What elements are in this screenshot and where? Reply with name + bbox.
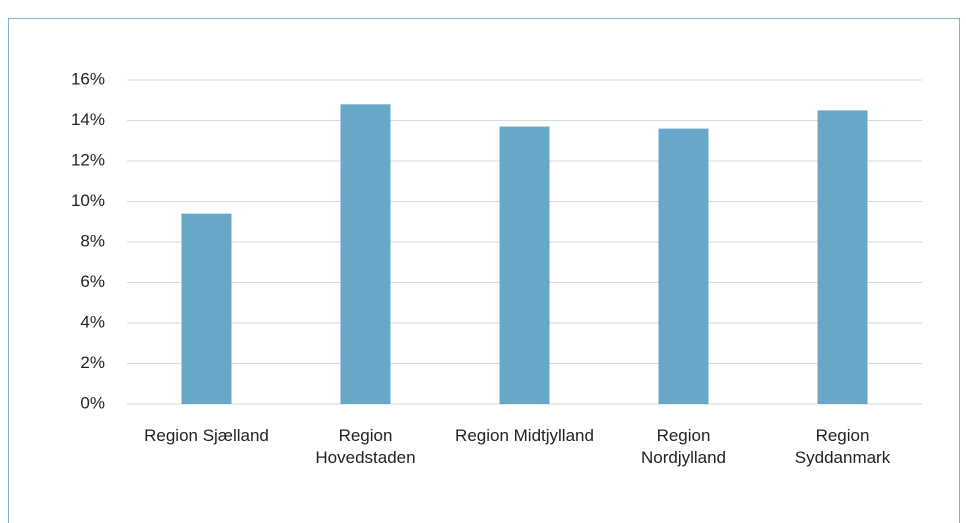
bar (181, 213, 232, 404)
x-tick-label: Region Hovedstaden (315, 426, 416, 467)
bar (817, 110, 868, 404)
y-tick-label: 14% (71, 110, 105, 129)
bar (340, 104, 391, 405)
y-tick-label: 12% (71, 150, 105, 169)
y-tick-label: 16% (71, 69, 105, 88)
x-tick-label: Region Syddanmark (794, 426, 891, 467)
y-tick-label: 10% (71, 191, 105, 210)
bar (499, 126, 550, 404)
bar (658, 128, 709, 404)
chart-frame (8, 18, 960, 523)
y-tick-label: 8% (80, 231, 105, 250)
x-tick-label: Region Midtjylland (455, 426, 594, 445)
x-tick-label: Region Nordjylland (640, 426, 727, 467)
y-tick-label: 6% (80, 272, 105, 291)
y-tick-label: 2% (80, 353, 105, 372)
y-tick-label: 4% (80, 312, 105, 331)
y-tick-label: 0% (80, 393, 105, 412)
x-tick-label: Region Sjælland (144, 426, 269, 445)
